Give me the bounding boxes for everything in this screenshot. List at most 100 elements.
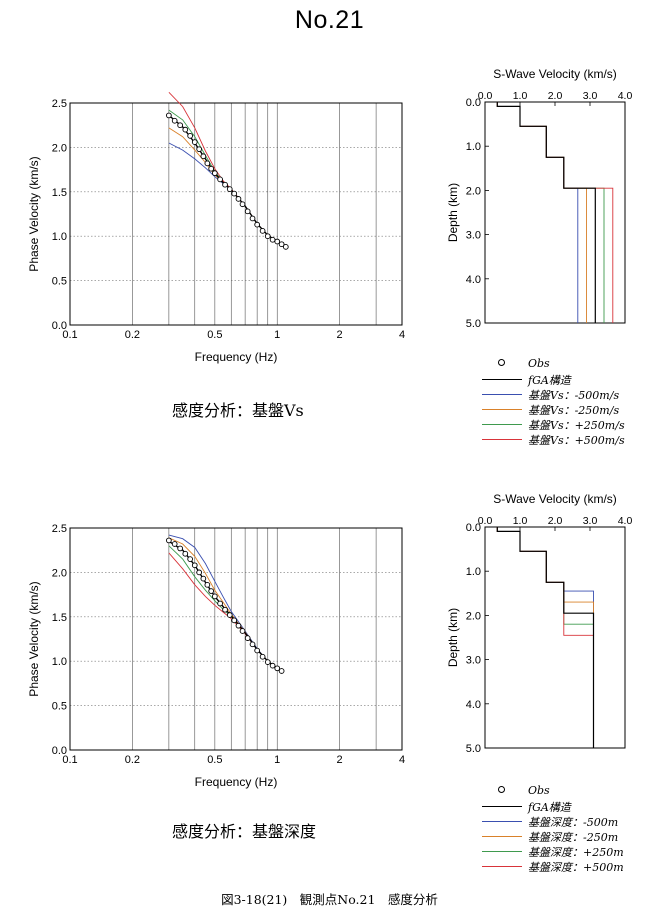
ytick-label: 0.0 [52,745,67,757]
obs-point [278,668,285,674]
legend-swatch [482,424,522,425]
plot-frame [69,102,403,326]
figure-caption: 図3-18(21) 観測点No.21 感度分析 [221,892,438,907]
legend-label: fGA構造 [528,374,571,387]
series-line-plus500 [168,91,287,248]
obs-point [259,653,266,660]
obs-point [282,244,289,250]
obs-point [274,238,281,245]
xtick-label: 3.0 [583,90,598,102]
obs-point [217,600,223,607]
ytick-label: 5.0 [466,318,481,330]
obs-point [231,190,238,197]
plot-frame [484,526,626,749]
ytick-label: 1.5 [52,187,67,199]
obs-point [226,186,233,192]
obs-point [239,628,246,634]
velocity-profile-vs: S-Wave Velocity (km/s)0.0 1.0 2.0 3.0 4.00.0… [446,67,632,330]
obs-point [235,622,242,629]
ytick-label: 2.5 [52,98,67,110]
legend-swatch [482,379,522,380]
xtick-label: 0.0 [478,515,493,527]
ytick-label: 3.0 [466,230,481,242]
obs-point [222,606,228,613]
obs-point [264,233,271,240]
ytick-label: 0.5 [52,276,67,288]
obs-point [166,112,172,119]
ytick-label: 1.0 [466,141,481,153]
obs-point [171,541,178,547]
xtick-label: 1 [274,329,280,341]
xtick-label: 1 [274,754,280,766]
xtick-label: 1.0 [513,515,528,527]
obs-point [211,593,218,600]
ytick-label: 0.0 [466,522,481,534]
obs-point [249,215,256,222]
xtick-label: 0.2 [125,754,140,766]
obs-point [244,635,251,641]
profile-line-plus500 [496,527,594,748]
legend-swatch [482,836,522,837]
xtick-label: 2 [337,754,343,766]
legend-label: 基盤深度：+250m [528,846,624,859]
xtick-label: 4 [399,329,405,341]
profile-line-minus500 [496,527,594,748]
ytick-label: 3.0 [466,655,481,667]
xtick-label: 3.0 [583,515,598,527]
ytick-label: 2.0 [52,142,67,154]
ytick-label: 2.5 [52,523,67,535]
obs-point [254,221,261,228]
obs-point [264,659,271,665]
series-line-minus500 [168,142,287,248]
plot-frame [69,527,403,751]
obs-point [187,556,194,562]
legend-label: 基盤Vs：+500m/s [528,434,625,447]
ytick-label: 1.0 [52,656,67,668]
profile-title: S-Wave Velocity (km/s) [493,67,617,81]
y-axis-label: Phase Velocity (km/s) [27,156,41,271]
obs-point [208,165,215,172]
obs-point [274,665,281,672]
ytick-label: 4.0 [466,699,481,711]
xtick-label: 0.5 [207,329,222,341]
obs-point [171,117,178,124]
dispersion-chart-depth: 0.0 0.5 1.0 1.5 2.0 2.5 0.1 0.2 0.5 1 2 4 Frequency … [27,523,405,789]
y-axis-label: Depth (km) [446,183,460,242]
obs-point [278,241,285,248]
legend-label: Obs [528,784,550,797]
profile-title: S-Wave Velocity (km/s) [493,492,617,506]
obs-point [239,201,246,208]
obs-point [269,236,276,243]
ytick-label: 0.0 [466,97,481,109]
ytick-label: 1.5 [52,612,67,624]
legend-swatch [482,409,522,410]
profile-line-plus250 [496,527,594,748]
x-axis-label: Frequency (Hz) [195,350,278,364]
profile-line-model [496,102,596,323]
obs-point [211,170,218,177]
obs-point [187,133,194,139]
legend-swatch [482,851,522,852]
obs-marker-icon [498,359,505,366]
obs-point [254,647,261,654]
xtick-label: 2.0 [548,90,563,102]
profile-line-minus250 [496,102,587,323]
obs-point [177,122,183,129]
ytick-label: 0.0 [52,320,67,332]
series-line-minus250 [168,537,282,672]
ytick-label: 2.0 [466,610,481,622]
profile-line-minus500 [496,102,579,323]
obs-point [166,537,172,544]
obs-point [204,160,211,167]
ytick-label: 0.5 [52,701,67,713]
obs-point [217,176,223,183]
legend-label: 基盤深度：+500m [528,861,624,874]
obs-point [196,569,203,576]
grid [70,528,402,750]
series-line-model [168,540,282,672]
velocity-profile-depth: S-Wave Velocity (km/s)0.0 1.0 2.0 3.0 4.00.0… [446,492,632,755]
y-axis-label: Phase Velocity (km/s) [27,581,41,696]
obs-marker-icon [498,786,505,793]
legend-label: 基盤Vs：+250m/s [528,419,625,432]
caption-depth: 感度分析：基盤深度 [172,822,317,841]
